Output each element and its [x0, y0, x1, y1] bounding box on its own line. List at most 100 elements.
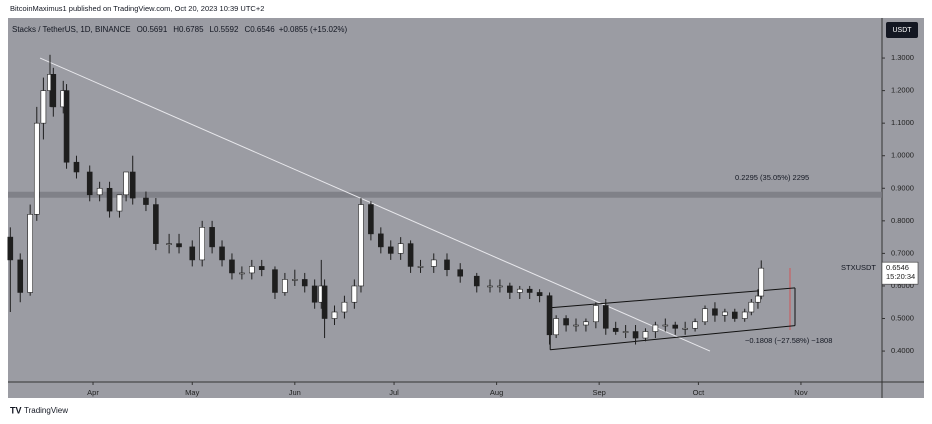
candle-body [573, 324, 579, 327]
ohlc-value: 0.5592 [214, 25, 239, 34]
candle-body [301, 279, 308, 287]
candle-body [536, 292, 543, 297]
price-tag-value: 0.6546 [886, 263, 909, 272]
candle-body [672, 324, 679, 329]
candle-body [96, 187, 103, 196]
candle-body [583, 321, 589, 326]
candle-body [239, 272, 245, 275]
candle-body [331, 311, 338, 319]
candle-body [282, 279, 288, 293]
change: +0.0855 (+15.02%) [279, 25, 348, 34]
candle-body [563, 318, 569, 326]
candle-body [473, 275, 480, 287]
candle-body [17, 259, 24, 293]
candle-body [40, 90, 47, 124]
candle-body [199, 227, 205, 261]
channel-lower [550, 325, 796, 351]
candle-body [652, 324, 659, 332]
candle-body [632, 331, 639, 339]
y-tick-label: 1.2000 [891, 86, 914, 95]
brand-name: TradingView [24, 406, 68, 415]
symbol: Stacks / TetherUS, 1D, BINANCE [12, 25, 131, 34]
candle-body [602, 305, 609, 329]
ohlc-label: L [210, 25, 215, 34]
candle-body [702, 308, 708, 323]
candle-body [272, 269, 278, 293]
candle-body [758, 267, 765, 297]
candle-body [258, 266, 265, 270]
candle-body [143, 197, 149, 205]
candle-body [387, 246, 394, 254]
price-tag [881, 261, 919, 285]
candle-body [7, 236, 14, 261]
x-tick-label: Oct [693, 388, 706, 397]
candle-body [507, 285, 513, 293]
x-tick-label: Apr [87, 388, 99, 397]
y-tick-label: 0.8000 [891, 216, 914, 225]
candle-body [378, 233, 384, 248]
candle-body [116, 194, 123, 212]
candle-body [358, 204, 364, 287]
candle-body [176, 243, 182, 248]
plot-bg [8, 18, 924, 398]
countdown: 15:20:34 [886, 272, 915, 281]
candle-body [755, 295, 761, 303]
ohlc-label: H [173, 25, 179, 34]
ohlc-label: C [244, 25, 250, 34]
x-tick-label: Jul [389, 388, 399, 397]
currency-box [886, 22, 918, 38]
ohlc-value: 0.5691 [143, 25, 168, 34]
x-tick-label: Jun [289, 388, 301, 397]
annotation-up: 0.2295 (35.05%) 2295 [735, 173, 809, 182]
candle-body [219, 246, 225, 261]
candle-body [731, 311, 738, 319]
candle-body [497, 285, 503, 288]
candle-body [249, 266, 255, 274]
candle-body [516, 288, 523, 293]
candle-body [444, 259, 450, 270]
candle-body [123, 171, 129, 196]
y-tick-label: 1.1000 [891, 118, 914, 127]
candle-body [553, 318, 559, 336]
published: BitcoinMaximus1 published on TradingView… [10, 4, 264, 13]
channel-upper [550, 287, 796, 309]
candle-body [662, 324, 669, 327]
x-tick-label: Sep [592, 388, 605, 397]
candle-body [487, 285, 493, 288]
candle-body [407, 243, 414, 267]
y-tick-label: 0.9000 [891, 183, 914, 192]
candle-body [622, 331, 629, 333]
candle-body [430, 259, 437, 267]
y-tick-label: 1.3000 [891, 53, 914, 62]
annotation-down: −0.1808 (−27.58%) −1808 [745, 336, 832, 345]
candle-body [50, 74, 57, 108]
y-tick-label: 1.0000 [891, 151, 914, 160]
y-tick-label: 0.6000 [891, 281, 914, 290]
legend: Stacks / TetherUS, 1D, BINANCE O0.5691 H0.… [12, 25, 348, 34]
brand: TV TradingView [10, 405, 68, 415]
candle-body [368, 204, 374, 235]
candle-body [321, 285, 328, 319]
x-tick-label: Nov [794, 388, 808, 397]
candle-body [153, 204, 159, 244]
candle-body [546, 295, 553, 336]
candle-body [292, 279, 298, 281]
trendline [39, 57, 711, 352]
candle-body [73, 161, 80, 173]
candle-body [682, 327, 688, 330]
ohlc-value: 0.6785 [179, 25, 204, 34]
candle-body [397, 243, 404, 254]
candle-body [741, 311, 748, 319]
x-tick-label: May [185, 388, 199, 397]
y-tick-label: 0.4000 [891, 346, 914, 355]
candle-body [642, 331, 649, 339]
candle-body [692, 321, 698, 329]
candle-body [417, 266, 424, 268]
candle-body [612, 327, 619, 332]
candle-body [351, 285, 358, 303]
ohlc-label: O [137, 25, 143, 34]
candle-body [748, 301, 755, 313]
ticker: STXUSDT [841, 263, 876, 272]
candle-body [63, 90, 70, 163]
